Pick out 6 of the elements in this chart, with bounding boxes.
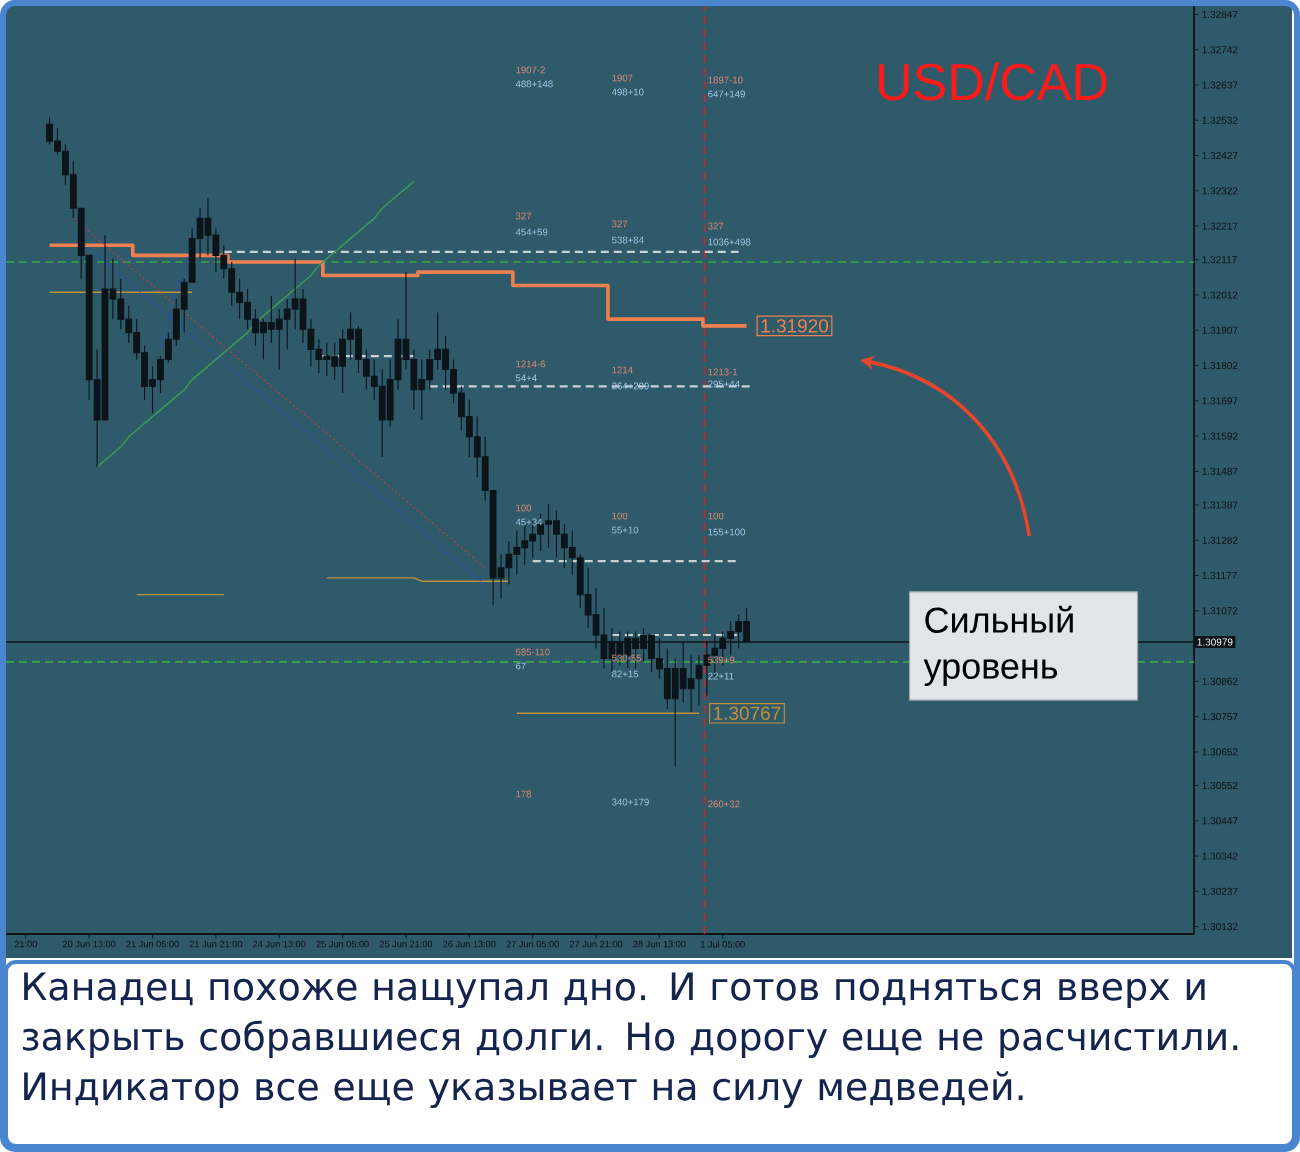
data-label: 1.31920 (761, 319, 829, 333)
annotation: Сильный уровень (923, 605, 1073, 687)
data-label: 1.30767 (714, 706, 781, 720)
text: Канадец похоже нащупал дно. И готов подняться вверх и закрыть собравшиеся долги. Но дорогу еще не расчистили. Индикатор все еще указывает на силу медведей. (22, 972, 1238, 1108)
candlestick (323, 342, 331, 377)
text: USD/CAD (879, 62, 1107, 101)
